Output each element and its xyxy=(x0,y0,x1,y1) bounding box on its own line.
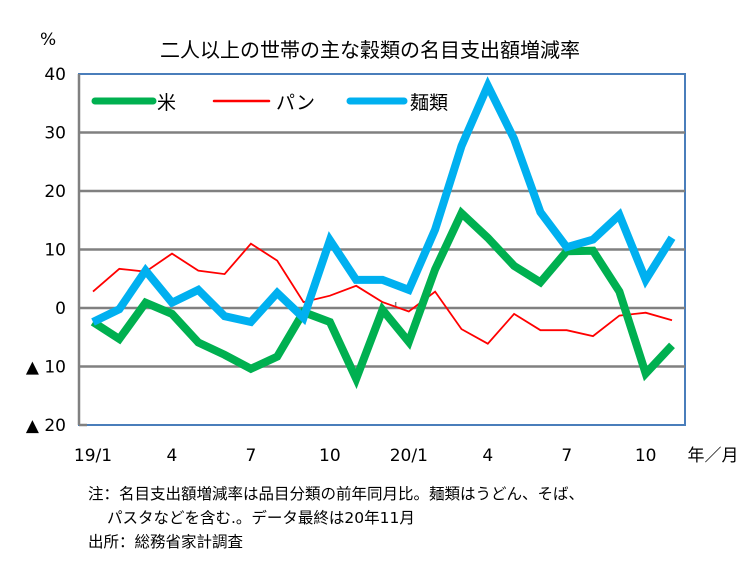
x-axis-ticks: 19/1 4 7 10 20/1 4 7 10 xyxy=(74,446,657,466)
y-tick-label: ▲ 10 xyxy=(26,358,66,378)
x-tick-label: 7 xyxy=(245,446,256,466)
x-tick-label: 4 xyxy=(482,446,493,466)
y-axis-ticks: 40 30 20 10 0 ▲ 10 ▲ 20 xyxy=(26,65,66,436)
x-tick-label: 20/1 xyxy=(390,446,428,466)
series-line xyxy=(92,242,673,345)
note-line-1: 注：名目支出額増減率は品目分類の前年同月比。麺類はうどん、そば、 xyxy=(88,485,585,503)
y-tick-label: 30 xyxy=(44,124,66,144)
series-line xyxy=(91,76,676,327)
x-tick-label: 19/1 xyxy=(74,446,112,466)
y-tick-label: ▲ 20 xyxy=(26,416,66,436)
legend-label: パン xyxy=(276,92,315,114)
x-tick-label: 4 xyxy=(167,446,178,466)
series-bread xyxy=(92,242,673,345)
y-tick-label: 10 xyxy=(44,241,66,261)
note-line-2: パスタなどを含む.。データ最終は20年11月 xyxy=(107,509,415,527)
legend-label: 麺類 xyxy=(410,92,448,114)
series-lines xyxy=(90,76,676,390)
chart-title: 二人以上の世帯の主な穀類の名目支出額増減率 xyxy=(160,38,580,62)
legend: 米 パン 麺類 xyxy=(91,92,448,114)
y-axis-unit-label: % xyxy=(40,30,56,50)
x-tick-label: 10 xyxy=(319,446,341,466)
legend-label: 米 xyxy=(157,92,176,114)
y-tick-label: 0 xyxy=(55,299,66,319)
series-noodles xyxy=(91,76,676,327)
notes: 注：名目支出額増減率は品目分類の前年同月比。麺類はうどん、そば、 パスタなどを含… xyxy=(88,482,584,554)
source-line: 出所：総務省家計調査 xyxy=(88,533,244,551)
series-line xyxy=(90,206,675,390)
y-tick-label: 20 xyxy=(44,182,66,202)
x-tick-label: 10 xyxy=(635,446,657,466)
y-tick-label: 40 xyxy=(44,65,66,85)
chart: 二人以上の世帯の主な穀類の名目支出額増減率 % 40 30 20 10 0 ▲ 10 ▲ 2… xyxy=(26,30,739,466)
x-tick-label: 7 xyxy=(561,446,572,466)
x-axis-unit-label: 年／月 xyxy=(688,446,739,466)
